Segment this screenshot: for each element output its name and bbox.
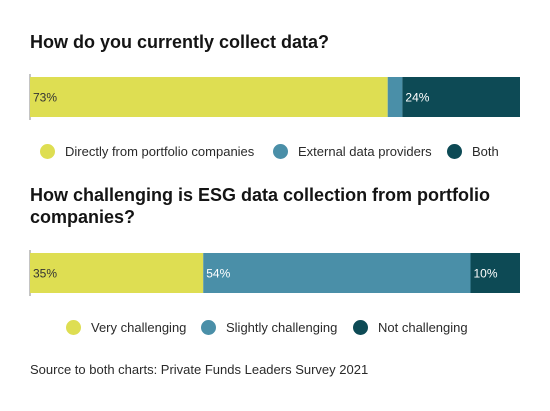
legend-label: Not challenging (378, 320, 468, 335)
chart1-title: How do you currently collect data? (30, 32, 330, 52)
chart2-legend-item-slightly: Slightly challenging (201, 320, 337, 335)
chart2-title: How challenging is ESG data collection f… (30, 185, 491, 227)
legend-swatch-icon (273, 144, 288, 159)
legend-swatch-icon (353, 320, 368, 335)
chart2-bar-segment-3 (470, 253, 520, 293)
legend-swatch-icon (201, 320, 216, 335)
chart1-bar-segment-1 (30, 77, 388, 117)
legend-swatch-icon (40, 144, 55, 159)
chart1-legend-item-external: External data providers (273, 144, 432, 159)
chart1-bar-segment-2 (387, 77, 403, 117)
chart2-data-label-1: 35% (33, 267, 57, 281)
source-note: Source to both charts: Private Funds Lea… (30, 362, 369, 377)
chart2-data-label-3: 10% (474, 267, 498, 281)
chart2-data-label-2: 54% (206, 267, 230, 281)
chart2-bar-segment-1 (30, 253, 204, 293)
chart2-bar-segment-2 (203, 253, 471, 293)
chart1-data-label-3: 24% (405, 91, 429, 105)
chart2-legend-item-not: Not challenging (353, 320, 468, 335)
chart1-data-label-1: 73% (33, 91, 57, 105)
chart1-legend-item-both: Both (447, 144, 499, 159)
legend-label: Both (472, 144, 499, 159)
legend-label: Slightly challenging (226, 320, 338, 335)
chart1-legend-item-direct: Directly from portfolio companies (40, 144, 254, 159)
legend-swatch-icon (447, 144, 462, 159)
legend-label: Directly from portfolio companies (65, 144, 255, 159)
chart2-legend-item-very: Very challenging (66, 320, 186, 335)
legend-swatch-icon (66, 320, 81, 335)
legend-label: Very challenging (91, 320, 187, 335)
legend-label: External data providers (298, 144, 432, 159)
chart1-bar-segment-3 (402, 77, 520, 117)
